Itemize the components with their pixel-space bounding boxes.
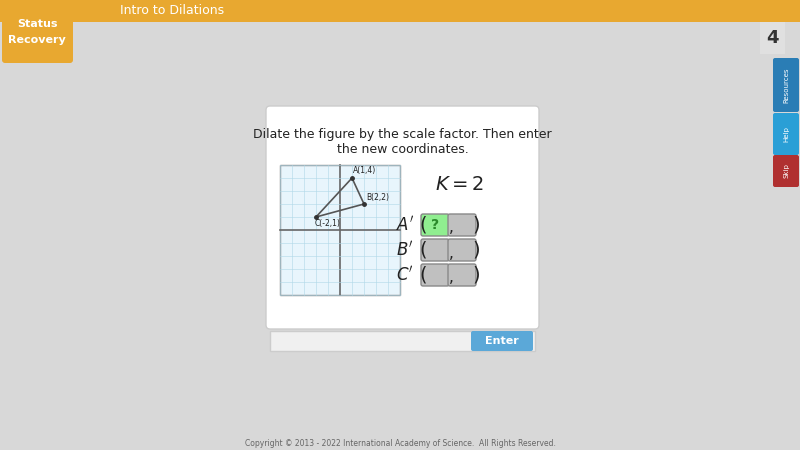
Text: ): ) xyxy=(472,216,480,234)
FancyBboxPatch shape xyxy=(266,106,539,329)
Text: Skip: Skip xyxy=(783,163,789,179)
Text: ): ) xyxy=(472,240,480,260)
Text: A(1,4): A(1,4) xyxy=(353,166,376,175)
Text: Status: Status xyxy=(17,19,58,29)
Bar xyxy=(280,165,400,295)
Text: 4: 4 xyxy=(766,29,778,47)
FancyBboxPatch shape xyxy=(471,331,533,351)
Text: Help: Help xyxy=(783,126,789,142)
Text: $A'$: $A'$ xyxy=(396,216,414,234)
Text: ,: , xyxy=(449,246,454,261)
FancyBboxPatch shape xyxy=(448,264,476,286)
FancyBboxPatch shape xyxy=(421,239,449,261)
FancyBboxPatch shape xyxy=(448,214,476,236)
FancyBboxPatch shape xyxy=(2,2,73,63)
FancyBboxPatch shape xyxy=(773,58,799,112)
Bar xyxy=(270,331,535,351)
FancyBboxPatch shape xyxy=(421,264,449,286)
Text: $C'$: $C'$ xyxy=(396,266,414,284)
Bar xyxy=(0,0,800,22)
Text: $K = 2$: $K = 2$ xyxy=(435,176,485,194)
Text: Enter: Enter xyxy=(485,336,519,346)
Text: C(-2,1): C(-2,1) xyxy=(315,219,341,228)
Text: B(2,2): B(2,2) xyxy=(366,193,389,202)
Text: Dilate the figure by the scale factor. Then enter: Dilate the figure by the scale factor. T… xyxy=(253,128,552,141)
Text: Resources: Resources xyxy=(783,67,789,103)
Text: Intro to Dilations: Intro to Dilations xyxy=(120,4,224,18)
Text: (: ( xyxy=(419,216,426,234)
Text: ): ) xyxy=(472,266,480,284)
FancyBboxPatch shape xyxy=(421,214,449,236)
Text: Copyright © 2013 - 2022 International Academy of Science.  All Rights Reserved.: Copyright © 2013 - 2022 International Ac… xyxy=(245,438,555,447)
Text: ?: ? xyxy=(431,218,439,232)
Text: $B'$: $B'$ xyxy=(396,240,414,260)
Text: (: ( xyxy=(419,266,426,284)
Text: the new coordinates.: the new coordinates. xyxy=(337,143,468,156)
Text: ,: , xyxy=(449,270,454,285)
FancyBboxPatch shape xyxy=(773,155,799,187)
FancyBboxPatch shape xyxy=(773,113,799,155)
Text: (: ( xyxy=(419,240,426,260)
Text: ,: , xyxy=(449,220,454,235)
FancyBboxPatch shape xyxy=(448,239,476,261)
Text: Recovery: Recovery xyxy=(8,35,66,45)
Bar xyxy=(760,22,785,54)
